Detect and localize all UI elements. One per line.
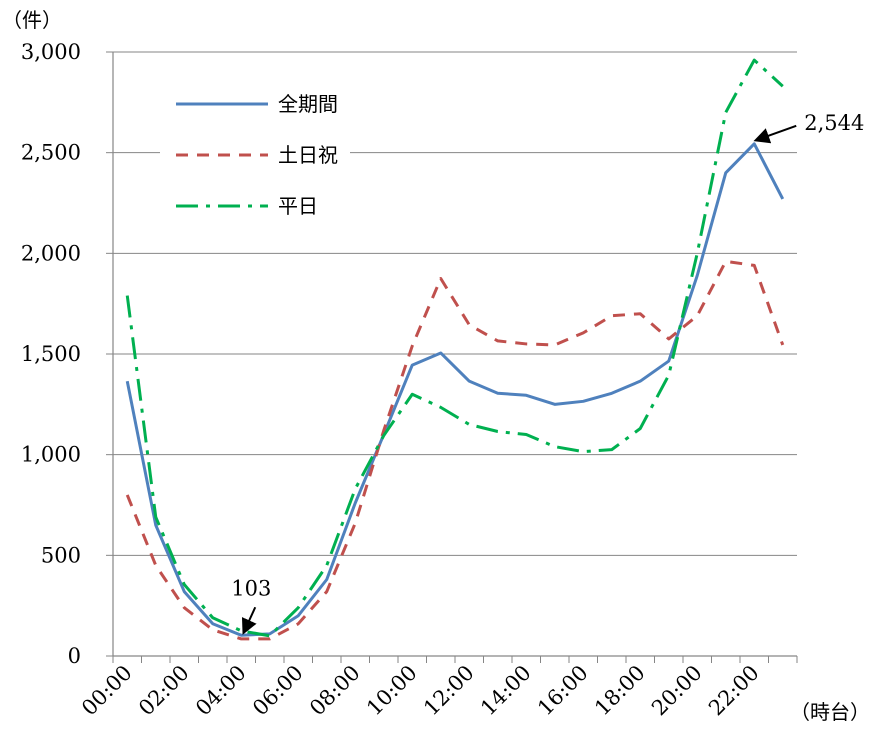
x-tick-label: 04:00	[191, 661, 251, 721]
series-line	[125, 142, 785, 637]
annotation-arrow	[753, 124, 797, 144]
x-tick-label: 16:00	[533, 661, 593, 721]
x-tick-label: 22:00	[704, 661, 764, 721]
x-tick-label: 12:00	[419, 661, 479, 721]
annotations: 103 2,544	[231, 111, 864, 635]
x-tick-label: 20:00	[647, 661, 707, 721]
y-tick-label: 0	[68, 644, 81, 668]
y-tick-label: 500	[41, 543, 81, 567]
annotation-label: 2,544	[804, 111, 864, 135]
y-tick-label: 3,000	[21, 40, 81, 64]
legend-label: 土日祝	[278, 143, 338, 167]
annotation-label: 103	[231, 576, 271, 600]
y-tick-label: 1,500	[21, 342, 81, 366]
x-tick-label: 10:00	[362, 661, 422, 721]
annotation-arrow	[241, 606, 257, 635]
y-tick-label: 1,000	[21, 443, 81, 467]
x-tick-label: 06:00	[248, 661, 308, 721]
y-tick-label: 2,500	[21, 141, 81, 165]
x-tick-label: 02:00	[134, 661, 194, 721]
series-layer	[125, 58, 785, 641]
x-tick-label: 08:00	[305, 661, 365, 721]
x-tick-label: 00:00	[77, 661, 137, 721]
series-line	[125, 259, 785, 641]
x-axis-ticks: 00:0002:0004:0006:0008:0010:0012:0014:00…	[77, 656, 798, 721]
series-line	[125, 58, 784, 638]
y-tick-label: 2,000	[21, 241, 81, 265]
legend-label: 全期間	[278, 92, 338, 116]
legend-label: 平日	[278, 194, 318, 218]
y-axis-unit-label: （件）	[2, 8, 62, 32]
x-axis-unit-label: （時台）	[790, 700, 870, 724]
legend-background	[160, 82, 350, 224]
x-tick-label: 14:00	[476, 661, 536, 721]
y-axis-ticks: 0 500 1,000 1,500 2,000 2,500 3,000	[21, 40, 113, 668]
x-tick-label: 18:00	[590, 661, 650, 721]
